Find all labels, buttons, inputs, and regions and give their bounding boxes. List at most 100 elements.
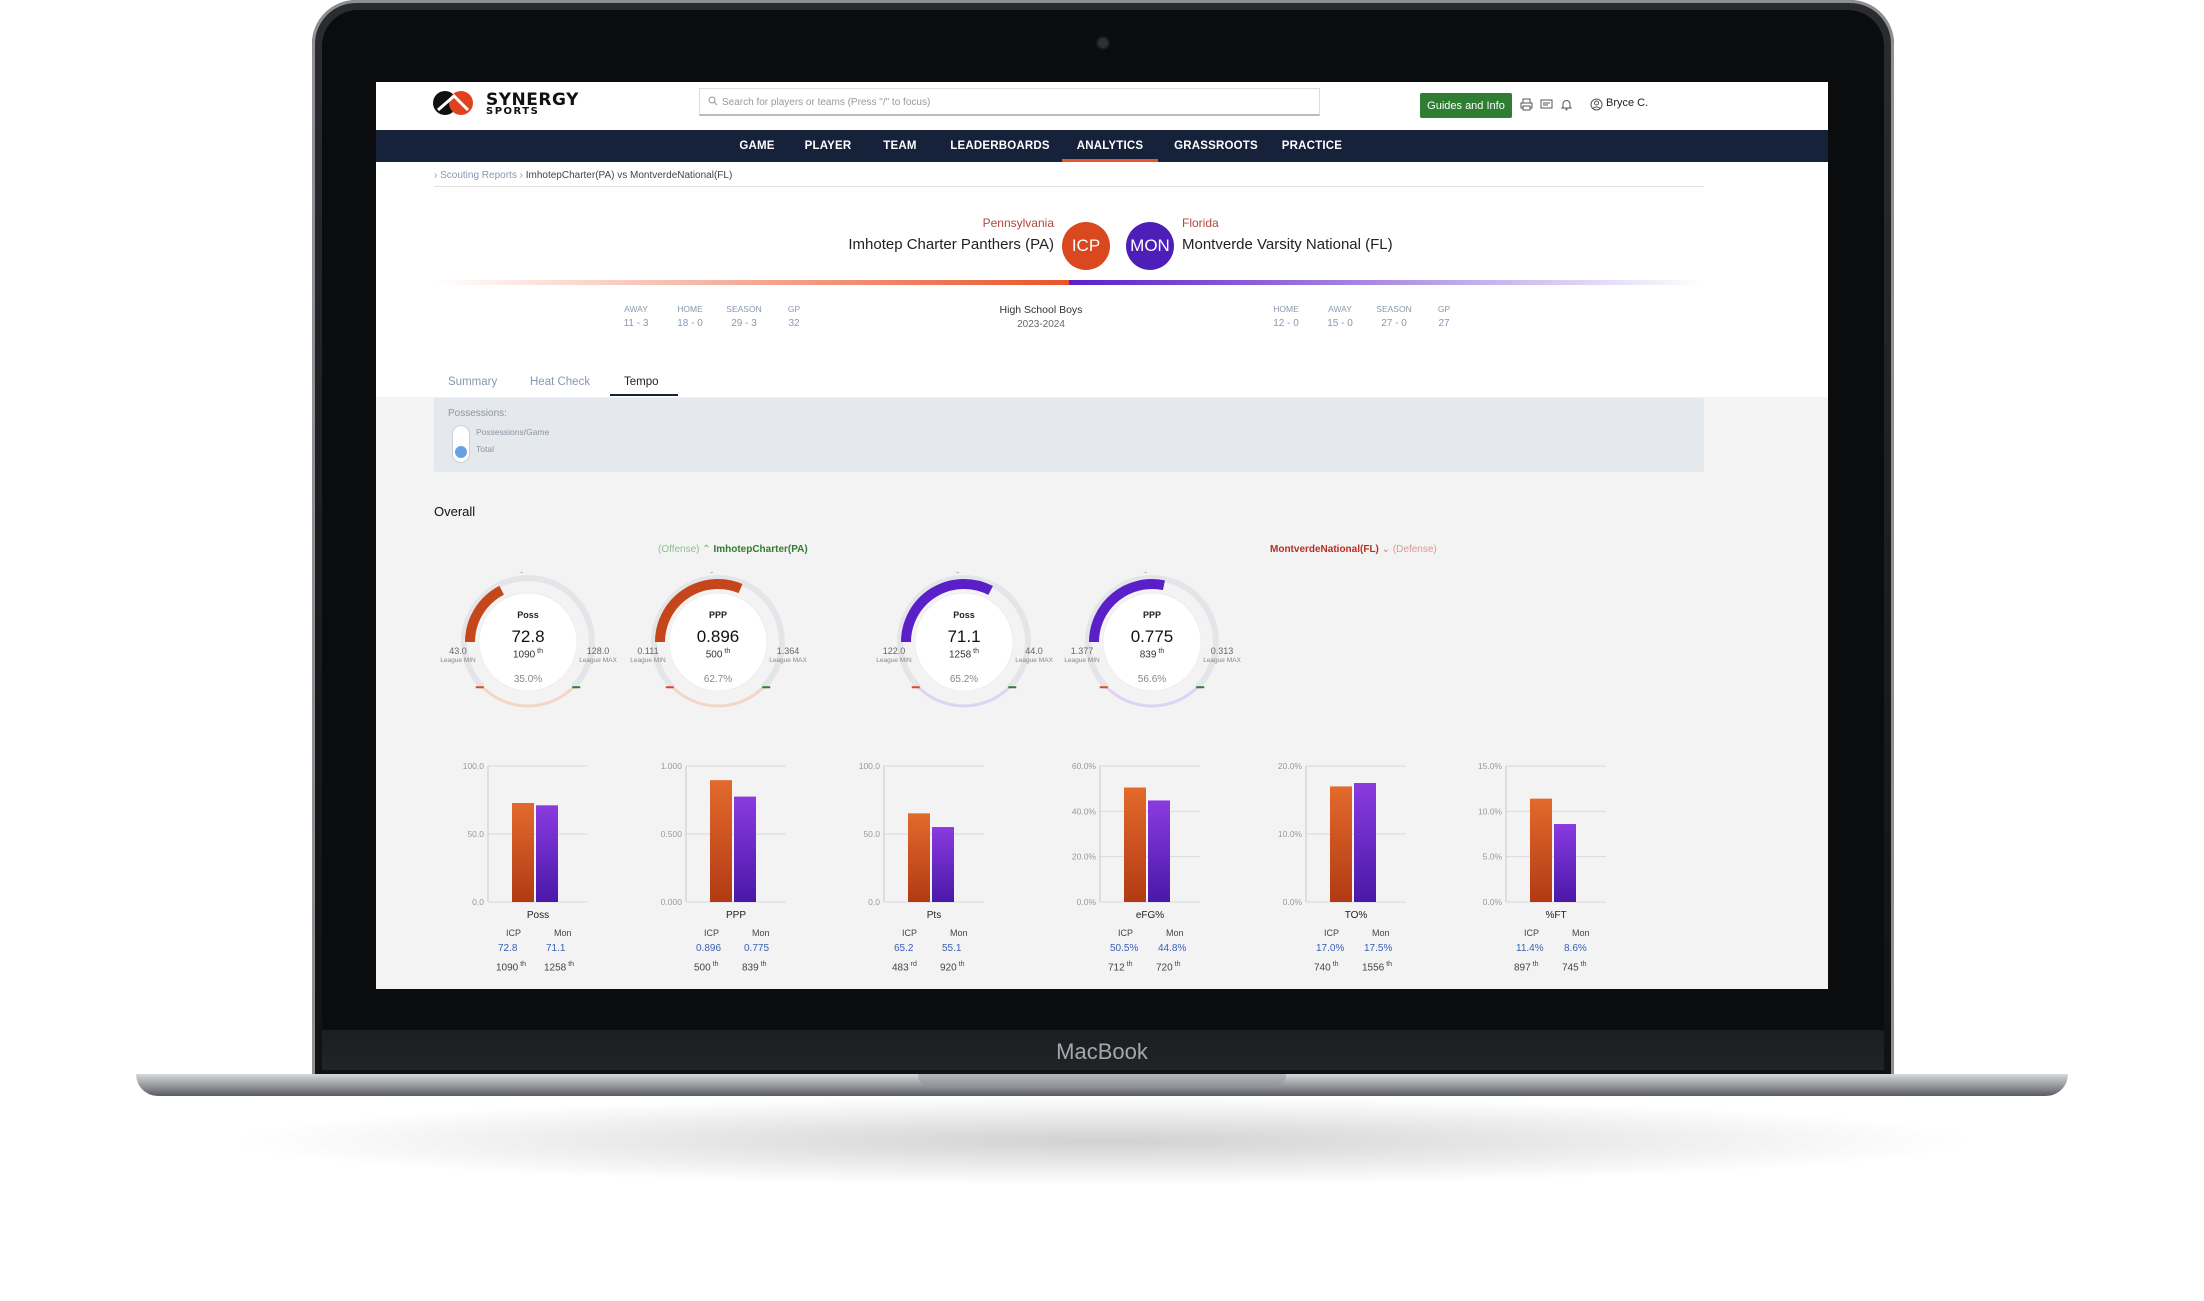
home-team-name[interactable]: Imhotep Charter Panthers (PA) [848,236,1054,253]
tab-tempo[interactable]: Tempo [624,376,659,388]
legend-value: 0.775 [744,943,770,954]
gauge-min-value: 1.377 [1070,646,1094,656]
legend-value: 0.896 [696,943,722,954]
breadcrumb-current: ImhotepCharter(PA) vs MontverdeNational(… [525,170,733,181]
gauge-label: Poss [517,610,539,620]
tick-label: 60.0% [1072,761,1097,771]
chart-title: %FT [1545,910,1566,921]
tick-label: 20.0% [1278,761,1303,771]
legend-value: 17.5% [1364,943,1393,954]
legend-rank: 712 th [1108,961,1132,973]
rank-number: 1258 [544,962,567,974]
gauge-fill-arc [901,579,993,643]
toggle-knob [455,446,467,458]
legend-rank: 1258 th [544,961,574,973]
rank-suffix: th [518,961,527,968]
offense-header: (Offense) ⌃ ImhotepCharter(PA) [658,544,808,555]
nav-game[interactable]: GAME [739,140,775,152]
gauge-face [478,592,578,692]
top-header: SYNERGY SPORTS Guides and Info Bryce C. [376,82,1828,130]
tab-heat-check[interactable]: Heat Check [530,376,591,388]
away-team-name[interactable]: Montverde Varsity National (FL) [1182,236,1393,253]
nav-grassroots[interactable]: GRASSROOTS [1174,140,1258,152]
legend-label: Mon [554,928,572,938]
legend-rank: 1556 th [1362,961,1392,973]
home-state: Pennsylvania [982,216,1054,230]
away-record-value: 15 - 0 [1327,318,1353,329]
screen: SYNERGY SPORTS Guides and Info Bryce C. … [376,82,1828,989]
rank-number: 920 [940,962,957,974]
home-team-badge: ICP [1062,222,1110,270]
tick-label: 0.0% [1077,897,1097,907]
guides-button[interactable]: Guides and Info [1420,93,1512,118]
gauge-lower-ring [481,686,575,708]
gauge-rank: 839 th [1122,648,1182,660]
bar-chart-4: 20.0% 10.0% 0.0% TO% [1278,761,1406,921]
chevron-down-icon: ⌄ [1381,544,1391,555]
legend-label: Mon [752,928,770,938]
search-input[interactable] [722,93,1302,111]
nav-team[interactable]: TEAM [883,140,917,152]
user-icon[interactable] [1590,98,1603,111]
nav-practice[interactable]: PRACTICE [1281,140,1343,152]
synergy-logo-icon[interactable] [432,90,474,116]
gauge-min-label: League MIN [440,657,476,664]
nav-analytics[interactable]: ANALYTICS [1062,130,1158,162]
bar-icp [512,802,534,902]
chevron-right-icon: › [434,170,441,181]
tick-label: 0.000 [661,897,683,907]
offense-team[interactable]: ImhotepCharter(PA) [713,544,808,555]
gauge-rank: 1090 th [498,648,558,660]
possessions-toggle[interactable] [452,425,470,463]
rank-number: 500 [705,649,723,661]
bar-chart-2: 100.0 50.0 0.0 Pts [859,761,984,921]
gauge-track [461,575,595,690]
rank-number: 1258 [948,649,972,661]
breadcrumb-parent[interactable]: Scouting Reports [440,170,517,181]
gauge-marker [1143,572,1148,573]
away-record-value: 27 - 0 [1381,318,1407,329]
toggle-option-per-game[interactable]: Possessions/Game [476,427,550,437]
away-record-value: 12 - 0 [1273,318,1299,329]
breadcrumb: › Scouting Reports › ImhotepCharter(PA) … [434,170,733,181]
tab-summary[interactable]: Summary [448,376,498,388]
rank-suffix: th [566,961,575,968]
bell-icon[interactable] [1560,98,1573,111]
search-icon [708,96,718,106]
logo-text: SYNERGY [486,90,579,110]
gauge-1 [651,572,785,708]
bar-icp [1330,786,1352,902]
nav-player[interactable]: PLAYER [804,140,852,152]
print-icon[interactable] [1520,98,1533,111]
home-record-label: SEASON [726,304,762,314]
legend-label: Mon [1166,928,1184,938]
bar-mon [1554,824,1576,902]
rank-number: 1090 [512,649,536,661]
toggle-option-total[interactable]: Total [476,444,494,454]
user-name[interactable]: Bryce C. [1606,97,1649,109]
gauge-percentile: 65.2% [949,674,979,685]
home-record-label: GP [787,304,801,314]
chart-title: Poss [527,910,549,921]
bar-mon [734,796,756,902]
defense-team[interactable]: MontverdeNational(FL) [1270,544,1379,555]
bar-mon [536,805,558,902]
bar-chart-5: 15.0% 10.0% 5.0% 0.0% %FT [1478,761,1606,921]
legend-label: ICP [1524,928,1540,938]
rank-number: 839 [742,962,759,974]
gauge-max-value: 128.0 [586,646,610,656]
home-record-value: 32 [788,318,800,329]
gauge-value: 71.1 [947,627,981,646]
gauge-rank: 500 th [688,648,748,660]
rank-suffix: th [1530,961,1539,968]
nav-leaderboards[interactable]: LEADERBOARDS [950,140,1050,152]
legend-label: ICP [1118,928,1134,938]
rank-suffix: th [1578,961,1587,968]
home-record-value: 11 - 3 [623,318,649,329]
bar-icp [1530,798,1552,902]
gauge-min-label: League MIN [876,657,912,664]
message-icon[interactable] [1540,98,1553,111]
tick-label: 15.0% [1478,761,1503,771]
gauge-percentile: 35.0% [513,674,543,685]
tick-label: 20.0% [1072,852,1097,862]
